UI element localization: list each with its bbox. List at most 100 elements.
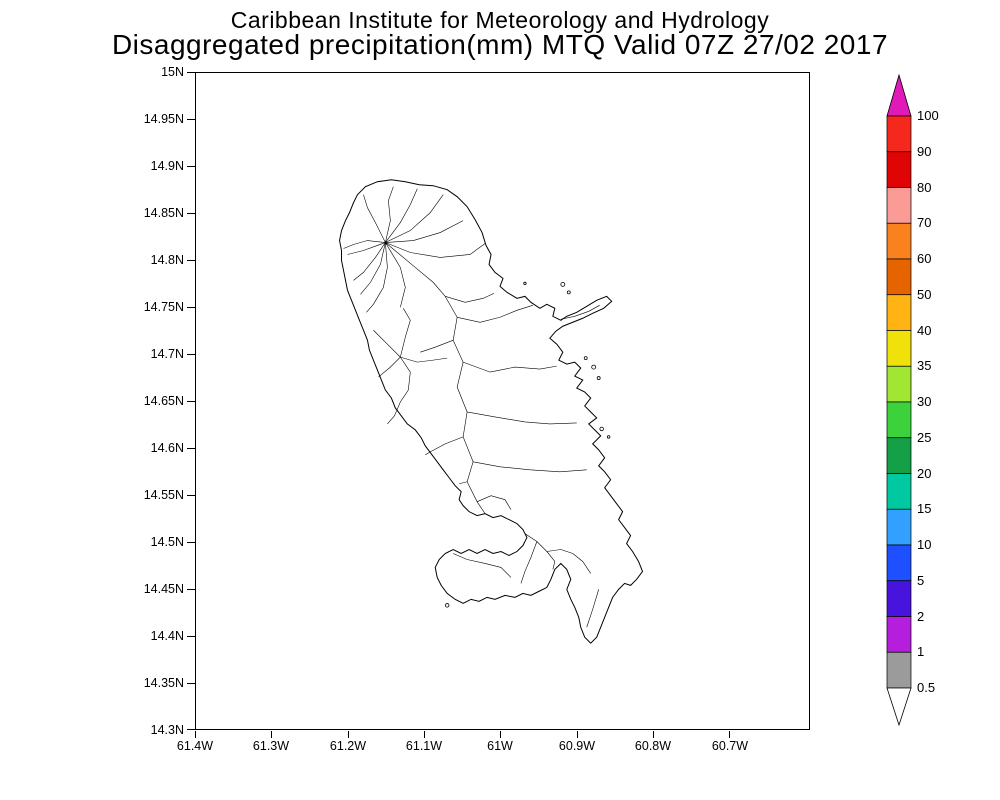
islet [591, 364, 597, 370]
lat-tick [187, 636, 195, 637]
colorbar-label: 10 [917, 537, 932, 552]
lat-axis-label: 14.5N [150, 535, 184, 549]
islet [560, 281, 566, 287]
colorbar-segment [886, 544, 912, 582]
colorbar-segment [886, 258, 912, 296]
colorbar-label: 80 [917, 180, 932, 195]
lat-axis-label: 14.75N [143, 300, 184, 314]
lat-tick [187, 166, 195, 167]
martinique-map [339, 179, 644, 644]
lat-axis-label: 14.6N [150, 441, 184, 455]
colorbar-label: 40 [917, 323, 932, 338]
colorbar [886, 74, 912, 726]
lat-axis-label: 14.85N [143, 206, 184, 220]
lon-axis-label: 60.9W [558, 739, 596, 753]
colorbar-label: 90 [917, 144, 932, 159]
colorbar-segment [886, 508, 912, 546]
map-plot-frame [195, 72, 810, 730]
pitons-radial-lines [373, 308, 448, 425]
colorbar-segment [886, 651, 912, 689]
islet [566, 290, 571, 295]
colorbar-label: 20 [917, 466, 932, 481]
lon-axis-label: 61W [487, 739, 513, 753]
islet [583, 356, 588, 361]
lat-axis-label: 14.9N [150, 159, 184, 173]
islet [606, 435, 611, 439]
colorbar-segment [886, 473, 912, 510]
colorbar-segment [886, 187, 912, 224]
lon-axis-label: 61.4W [176, 739, 214, 753]
lat-tick [187, 260, 195, 261]
title-line-2: Disaggregated precipitation(mm) MTQ Vali… [111, 29, 889, 60]
lon-tick [729, 731, 730, 738]
lat-axis-label: 14.95N [143, 112, 184, 126]
watershed-lines [343, 186, 600, 628]
lat-axis-label: 15N [161, 65, 184, 79]
lon-axis-label: 60.7W [711, 739, 749, 753]
lon-axis-label: 61.3W [252, 739, 290, 753]
colorbar-label: 0.5 [917, 680, 936, 695]
colorbar-segment [886, 437, 912, 474]
colorbar-label: 15 [917, 501, 932, 516]
colorbar-segment [886, 616, 912, 653]
colorbar-segment [886, 365, 912, 403]
islet [596, 376, 601, 380]
lat-tick [187, 448, 195, 449]
lon-tick [271, 731, 272, 738]
colorbar-segment [886, 151, 912, 188]
lat-tick [187, 354, 195, 355]
lon-tick [500, 731, 501, 738]
lat-axis-label: 14.3N [150, 723, 184, 737]
colorbar-label: 25 [917, 430, 932, 445]
colorbar-label: 2 [917, 609, 925, 624]
lat-axis-label: 14.8N [150, 253, 184, 267]
colorbar-label: 100 [917, 108, 939, 123]
coastline [339, 179, 644, 644]
islet [523, 281, 527, 285]
islets [444, 281, 611, 608]
colorbar-segment [886, 222, 912, 260]
lat-tick [187, 72, 195, 73]
colorbar-label: 30 [917, 394, 932, 409]
lat-tick [187, 307, 195, 308]
south-watershed-lines [453, 533, 599, 628]
colorbar-segment [886, 580, 912, 617]
lat-axis-label: 14.35N [143, 676, 184, 690]
lat-axis-label: 14.4N [150, 629, 184, 643]
lat-tick [187, 542, 195, 543]
lat-tick [187, 495, 195, 496]
lat-axis-label: 14.7N [150, 347, 184, 361]
colorbar-label: 1 [917, 644, 925, 659]
colorbar-segment [886, 401, 912, 439]
lon-tick [195, 731, 196, 738]
lon-tick [348, 731, 349, 738]
lat-tick [187, 683, 195, 684]
pelee-radial-lines [343, 186, 486, 313]
lon-axis-label: 60.8W [634, 739, 672, 753]
lon-axis-label: 61.1W [405, 739, 443, 753]
lon-tick [653, 731, 654, 738]
lat-tick [187, 401, 195, 402]
lat-tick [187, 213, 195, 214]
colorbar-label: 35 [917, 358, 932, 373]
colorbar-label: 50 [917, 287, 932, 302]
lon-tick [577, 731, 578, 738]
lat-axis-label: 14.45N [143, 582, 184, 596]
colorbar-label: 60 [917, 251, 932, 266]
colorbar-arrow-bottom [886, 687, 912, 726]
lon-tick [424, 731, 425, 738]
colorbar-segment [886, 115, 912, 153]
lat-tick [187, 729, 195, 730]
colorbar-arrow-top [886, 74, 912, 117]
colorbar-segment [886, 330, 912, 367]
east-branch-lines [445, 293, 600, 473]
lat-axis-label: 14.65N [143, 394, 184, 408]
lat-tick [187, 119, 195, 120]
title-line-1: Caribbean Institute for Meteorology and … [230, 7, 770, 33]
west-branch-lines [420, 339, 468, 485]
lon-axis-label: 61.2W [329, 739, 367, 753]
colorbar-label: 5 [917, 573, 925, 588]
colorbar-segment [886, 294, 912, 331]
islet [444, 603, 450, 608]
